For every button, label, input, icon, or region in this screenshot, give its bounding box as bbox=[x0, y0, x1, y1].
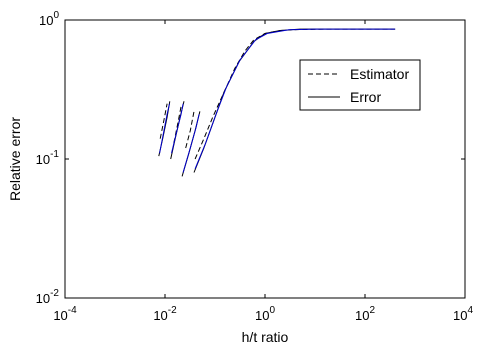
x-tick-label: 10-4 bbox=[53, 305, 77, 323]
y-tick-label: 10-2 bbox=[36, 288, 60, 306]
legend-label-estimator: Estimator bbox=[350, 66, 409, 82]
x-axis-label: h/t ratio bbox=[242, 329, 289, 345]
series-2-segment-2 bbox=[182, 114, 200, 173]
series-0-segment-1 bbox=[173, 106, 182, 144]
y-axis-ticks: 10-2 10-1 100 bbox=[36, 10, 465, 306]
series-2-segment-1 bbox=[171, 103, 184, 154]
series-2-segment-0 bbox=[159, 103, 170, 154]
x-axis-ticks: 10-4 10-2 100 102 104 bbox=[53, 20, 473, 323]
x-tick-label: 102 bbox=[355, 305, 375, 323]
x-tick-label: 10-2 bbox=[153, 305, 177, 323]
x-tick-label: 100 bbox=[255, 305, 275, 323]
series-0-segment-2 bbox=[185, 111, 195, 149]
y-axis-label: Relative error bbox=[7, 117, 23, 201]
x-tick-label: 104 bbox=[453, 305, 473, 323]
series-2-segment-3 bbox=[194, 28, 396, 169]
legend-label-error: Error bbox=[350, 89, 381, 105]
y-tick-label: 100 bbox=[39, 10, 59, 28]
y-tick-label: 10-1 bbox=[36, 149, 60, 167]
series-layer bbox=[158, 28, 396, 177]
legend: Estimator Error bbox=[299, 59, 421, 111]
series-0-segment-0 bbox=[159, 103, 168, 139]
legend-box bbox=[299, 59, 421, 111]
